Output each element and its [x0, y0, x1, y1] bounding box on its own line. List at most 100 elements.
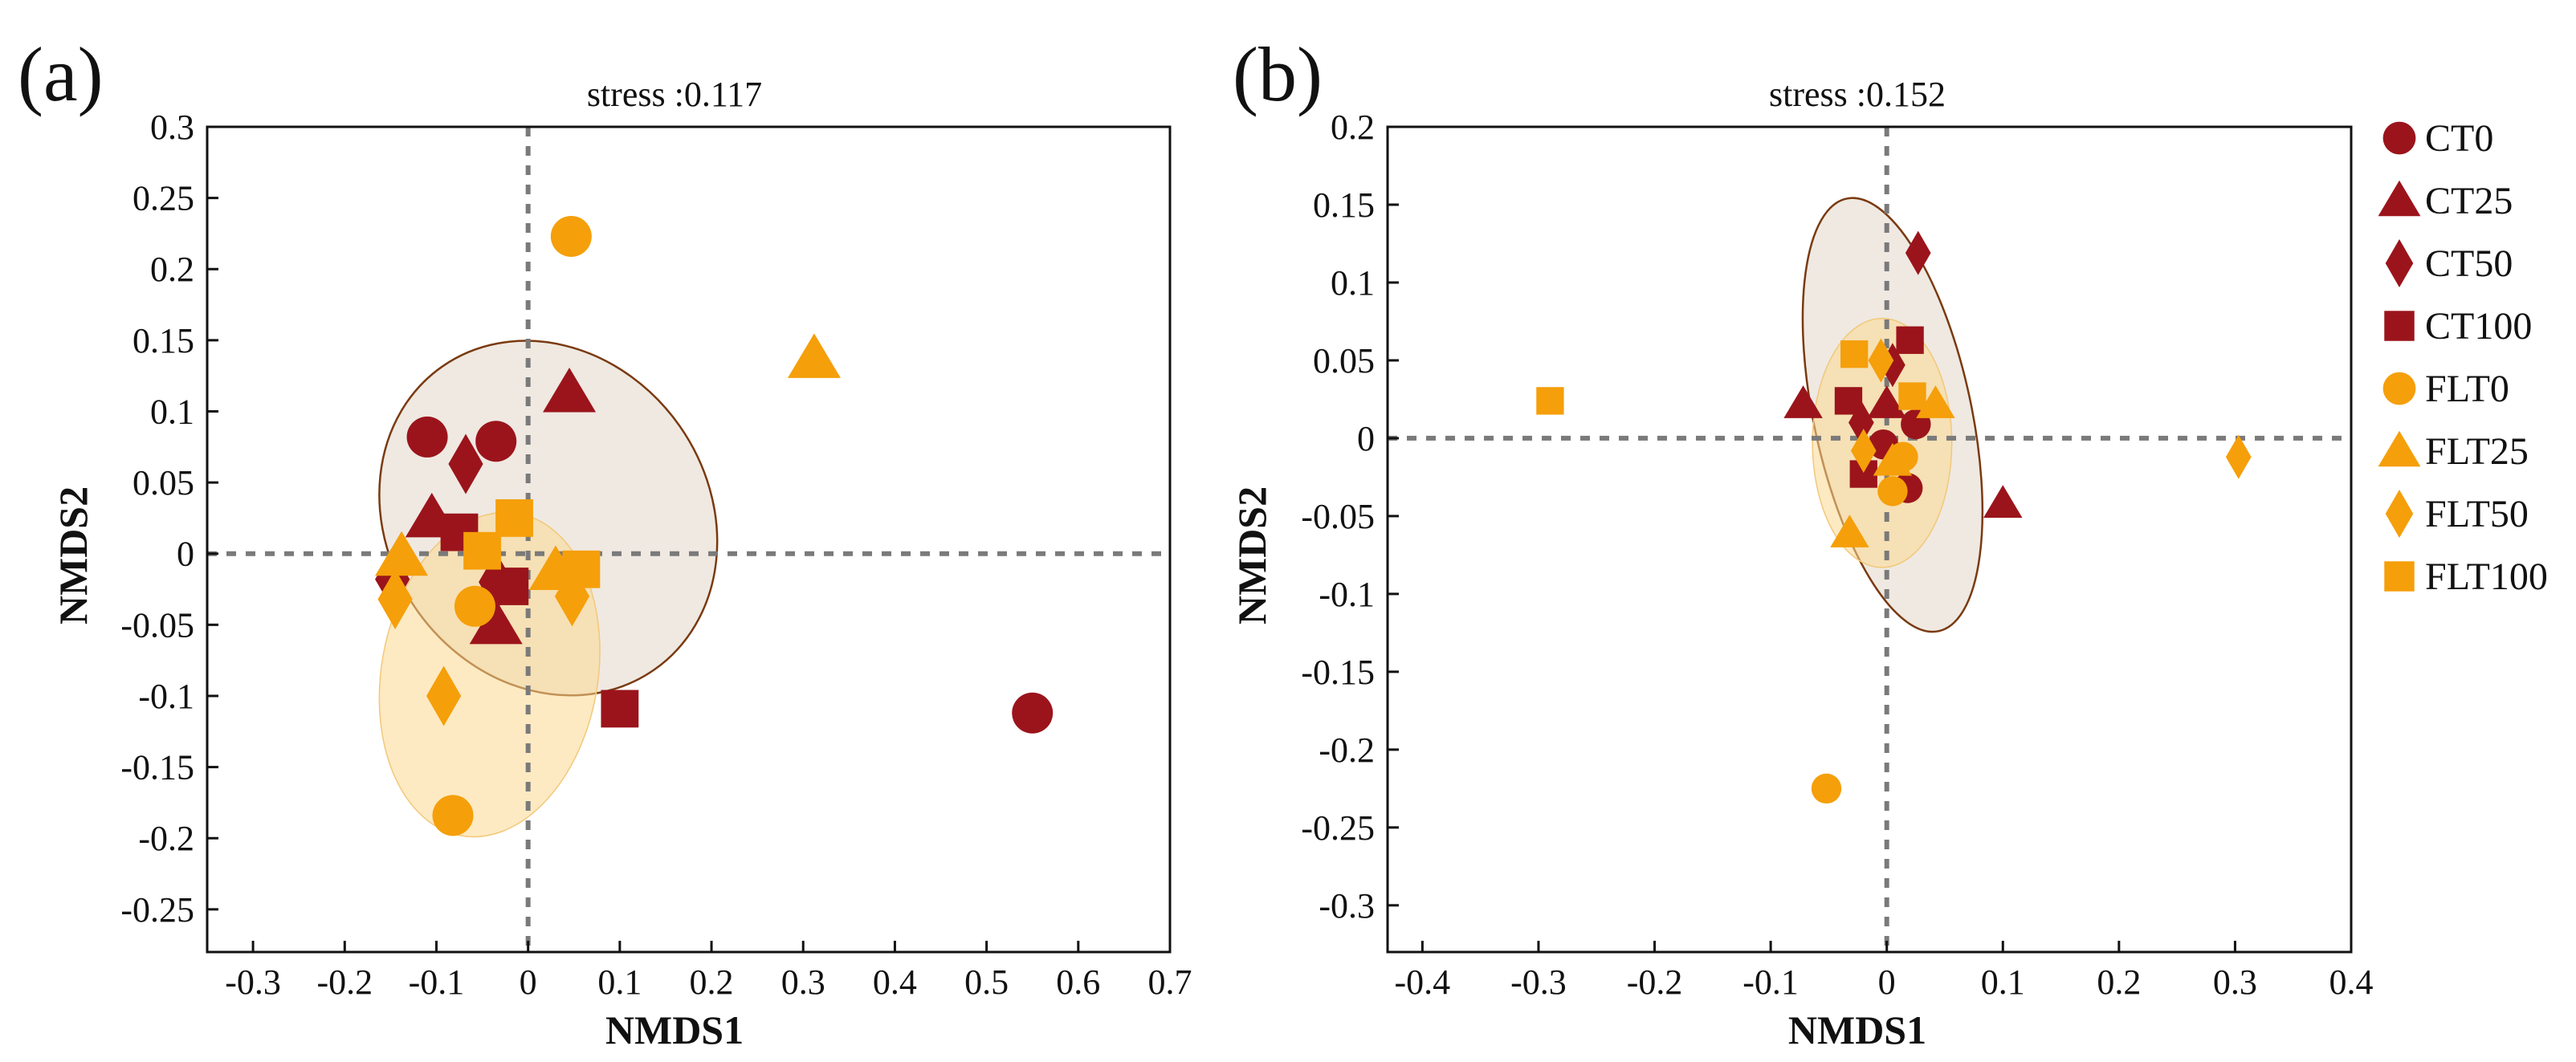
point-ct25 [469, 599, 523, 645]
point-flt50 [2225, 434, 2252, 479]
point-ct50 [1880, 343, 1906, 388]
point-ct25 [1783, 385, 1823, 418]
point-flt0 [432, 795, 474, 836]
x-tick-label: 0.1 [1981, 962, 2025, 1002]
x-tick-label: 0 [1878, 962, 1896, 1002]
y-tick-label: -0.2 [1319, 730, 1375, 770]
x-axis-ticks-b: -0.4 -0.3 -0.2 -0.1 0 0.1 0.2 0.3 0.4 [1395, 941, 2374, 1002]
x-tick-label: -0.3 [1510, 962, 1567, 1002]
legend-label-flt50: FLT50 [2425, 493, 2529, 535]
point-ct50 [1905, 230, 1931, 275]
plot-frame-a [206, 125, 1172, 954]
point-flt50 [1850, 428, 1877, 473]
zero-lines-b [1388, 127, 2351, 952]
panel-a: (a) stress :0.117 -0.3 -0.2 -0.1 0 0.1 0.2 0.3… [18, 31, 1192, 1052]
point-flt25 [1830, 515, 1869, 547]
point-ct50 [1848, 401, 1874, 446]
point-flt25 [375, 531, 429, 576]
y-tick-label: -0.1 [138, 677, 194, 716]
point-flt0 [454, 585, 495, 627]
x-tick-label: 0.6 [1056, 962, 1100, 1002]
x-tick-label: -0.2 [1627, 962, 1683, 1002]
y-tick-label: 0.3 [150, 108, 194, 147]
point-ct25 [543, 367, 597, 413]
y-tick-label: -0.3 [1319, 886, 1375, 926]
x-tick-label: 0.3 [781, 962, 825, 1002]
point-flt100 [1898, 382, 1926, 410]
stress-title-b: stress :0.152 [1769, 75, 1946, 114]
point-ct25 [1867, 385, 1906, 418]
y-tick-label: 0.1 [150, 392, 194, 431]
y-tick-label: -0.05 [120, 605, 194, 645]
x-tick-label: 0.4 [873, 962, 917, 1002]
x-tick-label: -0.4 [1395, 962, 1451, 1002]
point-flt100 [1840, 340, 1869, 368]
point-flt100 [495, 499, 533, 537]
legend: CT0 CT25 CT50 CT100 FLT0 FLT25 FLT50 FLT100 [2378, 117, 2548, 598]
y-tick-label: -0.15 [1301, 653, 1375, 692]
legend-label-flt25: FLT25 [2425, 430, 2529, 473]
point-flt100 [1536, 387, 1564, 415]
y-tick-label: 0.2 [150, 250, 194, 289]
stress-title-a: stress :0.117 [587, 75, 762, 114]
point-ct100 [491, 568, 529, 605]
point-flt25 [787, 333, 841, 378]
y-tick-label: -0.2 [138, 819, 194, 858]
y-axis-ticks-a: 0.3 0.25 0.2 0.15 0.1 0.05 0 -0.05 -0.1 -0.15 -0.2… [120, 108, 218, 930]
legend-marker-flt0 [2382, 372, 2416, 405]
panel-label-b: (b) [1233, 31, 1323, 117]
x-tick-label: 0.2 [2097, 962, 2141, 1002]
point-ct50 [448, 433, 483, 494]
point-ct100 [601, 690, 639, 728]
legend-label-ct100: CT100 [2425, 305, 2532, 348]
point-ct0 [406, 416, 448, 458]
y-tick-label: 0.05 [1313, 341, 1375, 380]
point-flt100 [562, 550, 601, 588]
x-tick-label: -0.2 [316, 962, 373, 1002]
x-axis-label-a: NMDS1 [605, 1007, 744, 1052]
plot-frame-b [1386, 125, 2353, 954]
x-tick-label: 0.4 [2329, 962, 2374, 1002]
y-tick-label: -0.25 [1301, 808, 1375, 848]
point-flt100 [463, 531, 501, 570]
point-flt0 [1811, 773, 1842, 804]
legend-marker-flt100 [2384, 561, 2415, 592]
point-ct100 [1834, 387, 1863, 415]
y-tick-label: 0.2 [1331, 108, 1375, 147]
point-ct0 [475, 421, 517, 462]
scatter-points-a [375, 215, 1054, 836]
panel-b: (b) stress :0.152 -0.4 -0.3 -0.2 -0.1 0 0.1 0.… [1229, 31, 2374, 1052]
legend-marker-ct0 [2382, 121, 2416, 155]
x-axis-label-b: NMDS1 [1788, 1007, 1926, 1052]
legend-label-flt100: FLT100 [2425, 555, 2548, 598]
point-flt0 [550, 215, 592, 257]
y-axis-ticks-b: 0.2 0.15 0.1 0.05 0 -0.05 -0.1 -0.15 -0.2 -0.25 -0… [1301, 108, 1399, 926]
legend-marker-ct100 [2384, 311, 2415, 341]
legend-marker-ct25 [2378, 180, 2421, 217]
point-ct100 [1896, 326, 1924, 354]
point-flt0 [1877, 476, 1908, 507]
point-flt50 [1868, 338, 1894, 383]
legend-marker-flt25 [2378, 430, 2421, 467]
y-tick-label: 0.25 [132, 179, 194, 218]
point-flt25 [1873, 442, 1913, 476]
y-axis-label-b: NMDS2 [1229, 486, 1274, 625]
y-tick-label: -0.15 [120, 748, 194, 787]
legend-label-ct0: CT0 [2425, 117, 2493, 160]
point-ct25 [1983, 485, 2023, 518]
x-tick-label: 0.2 [690, 962, 734, 1002]
y-tick-label: 0.1 [1331, 263, 1375, 303]
point-flt50 [377, 568, 413, 629]
x-tick-label: 0.5 [964, 962, 1009, 1002]
x-tick-label: 0 [520, 962, 537, 1002]
y-tick-label: 0.05 [132, 463, 194, 503]
x-tick-label: -0.1 [409, 962, 465, 1002]
legend-label-flt0: FLT0 [2425, 368, 2509, 410]
y-tick-label: -0.25 [120, 890, 194, 930]
scatter-points-b [1536, 230, 2252, 804]
y-tick-label: 0.15 [132, 321, 194, 360]
point-flt50 [426, 665, 462, 726]
y-tick-label: 0 [1357, 419, 1375, 458]
zero-lines-a [207, 127, 1170, 952]
legend-marker-flt50 [2385, 490, 2414, 538]
